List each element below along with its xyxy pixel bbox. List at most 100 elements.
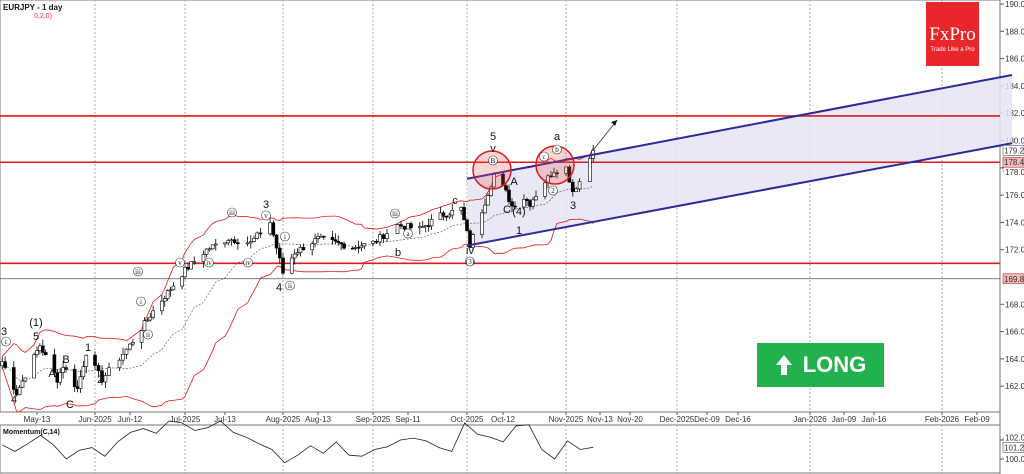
highlight-circle [472, 150, 512, 190]
candle-bullish [210, 244, 215, 250]
candle-bullish [406, 223, 410, 230]
wave-label: B [488, 155, 498, 166]
wave-label-text: ii [288, 282, 292, 290]
candle-bullish [192, 261, 197, 263]
wave-label: a [554, 131, 561, 143]
price-tag-value: 169.871 [1004, 275, 1024, 284]
candle-bearish [321, 235, 326, 238]
candle-bullish [81, 366, 86, 378]
wave-label-text: 3 [570, 200, 576, 212]
wave-label: 3 [263, 199, 269, 211]
y-tick-label: 174.000 [1005, 218, 1024, 227]
wave-label-text: ii [146, 331, 150, 339]
wave-label-text: c [542, 153, 545, 161]
wave-label-text: (3) [466, 258, 475, 266]
price-tag-value: 179.282 [1004, 146, 1024, 155]
x-tick-label: Jan-09 [832, 415, 857, 424]
wave-label: 3 [1, 326, 7, 338]
wave-label-text: iv [466, 245, 474, 257]
candle-bullish [17, 387, 22, 396]
candle-bearish [232, 239, 237, 244]
y-tick-label: 162.000 [1005, 382, 1024, 391]
wave-label: 3 [570, 200, 576, 212]
wave-label-text: 2 [97, 374, 103, 386]
wave-label-circle [552, 144, 562, 155]
momentum-line [1, 420, 594, 464]
wave-label: 4 [11, 394, 17, 406]
lower-band [1, 218, 594, 413]
candle-bullish [23, 377, 28, 382]
x-tick-label: Oct-2025 [451, 415, 484, 424]
candles [0, 144, 596, 397]
wave-label-circle [403, 228, 413, 239]
candle-bullish [117, 359, 122, 369]
wave-label-circle [243, 257, 253, 268]
candle-bearish [426, 225, 431, 227]
candle-bullish [38, 345, 42, 351]
x-tick-label: Jul-2025 [170, 415, 201, 424]
candle-bullish [378, 234, 382, 243]
candle-bearish [444, 215, 449, 218]
candle-bearish [504, 185, 508, 191]
candle-bullish [459, 207, 463, 211]
candle-bearish [258, 232, 263, 235]
wave-label-text: 4 [11, 394, 17, 406]
wave-label-text: 4 [276, 282, 282, 294]
wave-label: 4 [276, 282, 282, 294]
candle-bullish [564, 166, 568, 174]
wave-label: v [261, 210, 271, 221]
wave-label: i [280, 231, 290, 242]
wave-label-text: c [452, 195, 458, 207]
candle-bullish [61, 367, 65, 373]
candle-bearish [93, 354, 97, 366]
candle-bullish [362, 243, 367, 247]
candle-bearish [402, 225, 407, 230]
candle-bearish [525, 199, 529, 201]
candle-bearish [510, 201, 514, 207]
wave-label-circle [280, 231, 290, 242]
candle-bearish [40, 345, 45, 353]
candle-bullish [103, 375, 108, 383]
momentum-tick-label: 100.000 [1005, 455, 1024, 464]
wave-label-text: v [178, 259, 182, 267]
candle-bearish [236, 242, 240, 245]
wave-label: ii [285, 280, 295, 291]
wave-label: ii [143, 329, 153, 340]
long-signal-badge: LONG [757, 343, 884, 387]
candle-bullish [574, 188, 579, 192]
wave-label: 2 [97, 374, 103, 386]
candle-bullish [295, 252, 300, 255]
candle-bearish [3, 361, 7, 368]
candle-bearish [399, 224, 403, 227]
candle-bearish [55, 372, 60, 383]
candle-bullish [522, 199, 526, 208]
wave-label: iv [204, 257, 214, 268]
price-tag-value: 178.407 [1004, 158, 1024, 167]
candle-bullish [151, 310, 155, 318]
wave-label-circle [227, 207, 237, 218]
wave-label: iv [466, 245, 474, 257]
wave-label-circle [175, 257, 185, 268]
x-tick-label: Nov-20 [617, 415, 643, 424]
candle-bullish [128, 343, 132, 350]
x-tick-label: Dec-2025 [660, 415, 695, 424]
candle-bullish [168, 289, 173, 292]
wave-label: C [503, 204, 511, 216]
wave-label-circle [133, 266, 143, 277]
wave-label-text: c [4, 338, 7, 346]
arrow-up-icon [775, 355, 792, 375]
wave-label: b [395, 247, 401, 259]
x-tick-label: Dec-09 [694, 415, 720, 424]
candle-bullish [84, 354, 89, 367]
candle-bullish [32, 354, 36, 379]
wave-label: iii [133, 266, 143, 277]
wave-label: a [403, 228, 413, 239]
wave-label-circle [204, 257, 214, 268]
wave-label-text: 3 [263, 199, 269, 211]
candle-bullish [226, 240, 231, 244]
y-tick-label: 176.000 [1005, 191, 1024, 200]
candle-bullish [471, 234, 475, 248]
wave-label-text: i [140, 298, 142, 306]
